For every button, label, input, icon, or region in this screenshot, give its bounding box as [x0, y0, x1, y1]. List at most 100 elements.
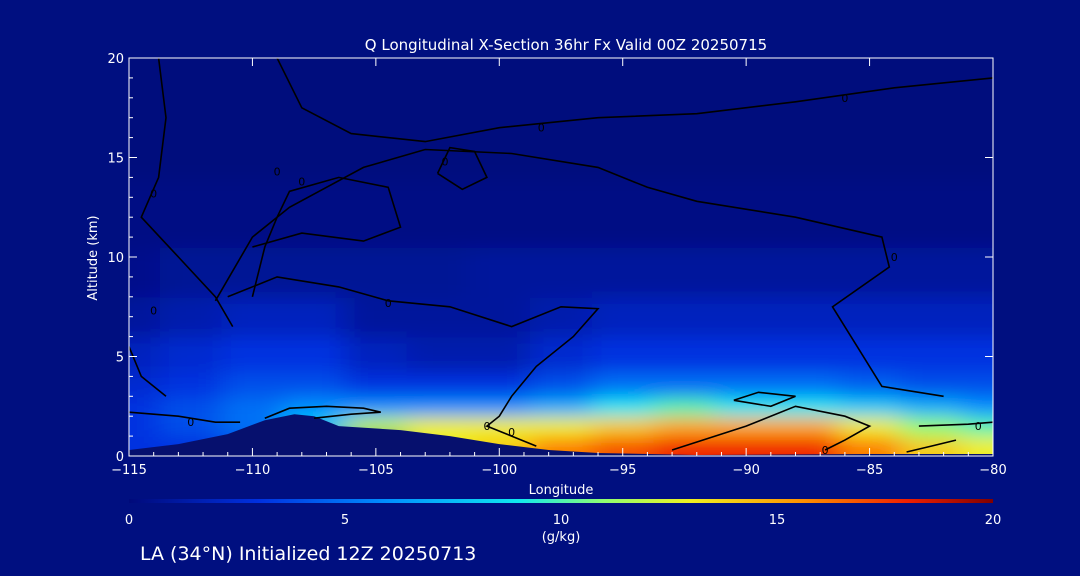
heat-cell — [468, 336, 532, 373]
colorbar-tick-label: 20 — [985, 513, 1002, 528]
heat-cell — [159, 296, 223, 338]
heat-cell — [283, 58, 346, 179]
heat-cell — [591, 416, 655, 438]
heat-cell — [345, 296, 408, 338]
heat-cell — [777, 416, 840, 438]
heat-cell — [406, 336, 470, 373]
x-axis-label: Longitude — [529, 483, 594, 498]
heat-cell — [591, 396, 655, 418]
colorbar-tick-label: 5 — [341, 513, 349, 528]
heat-cell — [530, 247, 593, 298]
contour-line — [671, 405, 872, 451]
colorbar-tick-label: 10 — [553, 513, 570, 528]
heat-cell — [468, 416, 532, 438]
x-tick-label: −115 — [111, 463, 147, 478]
contour-label: 0 — [150, 305, 157, 318]
heat-cell — [468, 396, 532, 418]
colorbar-tick-label: 15 — [769, 513, 786, 528]
heat-cell — [900, 177, 964, 249]
heat-cell — [777, 177, 840, 249]
heat-cell — [129, 416, 161, 438]
heat-cell — [777, 58, 840, 179]
heat-cell — [406, 177, 470, 249]
heat-cell — [530, 396, 593, 418]
contour-label: 0 — [385, 297, 392, 310]
heat-cell — [221, 336, 285, 373]
heat-cell — [838, 371, 902, 398]
contour-line — [264, 405, 381, 419]
heat-cell — [962, 371, 993, 398]
heat-cell — [653, 371, 717, 398]
heat-cell — [777, 296, 840, 338]
heat-cell — [653, 58, 717, 179]
heat-cell — [591, 436, 655, 456]
contour-label: 0 — [822, 444, 829, 457]
heat-cell — [777, 336, 840, 373]
contour-label: 0 — [187, 416, 194, 429]
heat-cell — [345, 177, 408, 249]
heat-cell — [406, 247, 470, 298]
heat-cell — [468, 247, 532, 298]
heat-cell — [406, 416, 470, 438]
heat-cell — [900, 296, 964, 338]
heat-cell — [838, 436, 902, 456]
contour-line — [436, 146, 488, 191]
heat-cell — [715, 247, 778, 298]
moisture-field — [129, 58, 993, 456]
heat-cell — [530, 371, 593, 398]
heat-cell — [838, 247, 902, 298]
heat-cell — [715, 396, 778, 418]
heat-cell — [838, 296, 902, 338]
heat-cell — [962, 436, 993, 456]
heat-cell — [159, 371, 223, 398]
heat-cell — [900, 336, 964, 373]
heat-cell — [653, 247, 717, 298]
heat-cell — [345, 396, 408, 418]
chart-title: Q Longitudinal X-Section 36hr Fx Valid 0… — [365, 36, 767, 54]
heat-cell — [159, 177, 223, 249]
y-tick-label: 15 — [107, 152, 124, 167]
x-tick-label: −110 — [235, 463, 271, 478]
colorbar: 0 5 10 15 20 (g/kg) — [125, 499, 1001, 545]
x-tick-label: −100 — [481, 463, 517, 478]
heat-cell — [530, 336, 593, 373]
heat-cell — [468, 296, 532, 338]
heat-cell — [221, 58, 285, 179]
contour-label: 0 — [538, 122, 545, 135]
y-tick-label: 0 — [116, 450, 124, 465]
plot-area: 0 0 0 0 0 0 0 0 0 0 0 0 0 0 −115 −110 −105 −100 −95 −90 −85… — [107, 52, 1006, 478]
heat-cell — [900, 416, 964, 438]
heat-cell — [283, 247, 346, 298]
contour-line — [276, 58, 993, 143]
heat-cell — [159, 58, 223, 179]
heat-cell — [900, 58, 964, 179]
heat-cell — [129, 371, 161, 398]
heat-cell — [406, 396, 470, 418]
heat-cell — [159, 396, 223, 418]
heat-cell — [345, 371, 408, 398]
contour-label: 0 — [508, 426, 515, 439]
heat-cell — [159, 247, 223, 298]
heat-cell — [345, 336, 408, 373]
contour-label: 0 — [483, 420, 490, 433]
contour-line — [140, 58, 234, 328]
x-tick-label: −85 — [856, 463, 883, 478]
heat-cell — [653, 177, 717, 249]
contour-label: 0 — [150, 187, 157, 200]
heat-cell — [468, 177, 532, 249]
contour-line — [129, 411, 241, 423]
heat-cell — [591, 247, 655, 298]
heat-cell — [283, 296, 346, 338]
contour-line — [906, 439, 957, 453]
heat-cell — [530, 416, 593, 438]
x-tick-label: −105 — [358, 463, 394, 478]
heat-cell — [653, 336, 717, 373]
heat-cell — [221, 396, 285, 418]
heat-cell — [653, 416, 717, 438]
contour-labels: 0 0 0 0 0 0 0 0 0 0 0 0 0 0 — [150, 92, 982, 457]
contour-label: 0 — [975, 420, 982, 433]
heat-cell — [715, 296, 778, 338]
heat-cell — [715, 336, 778, 373]
heat-cell — [591, 336, 655, 373]
heat-cell — [962, 396, 993, 418]
